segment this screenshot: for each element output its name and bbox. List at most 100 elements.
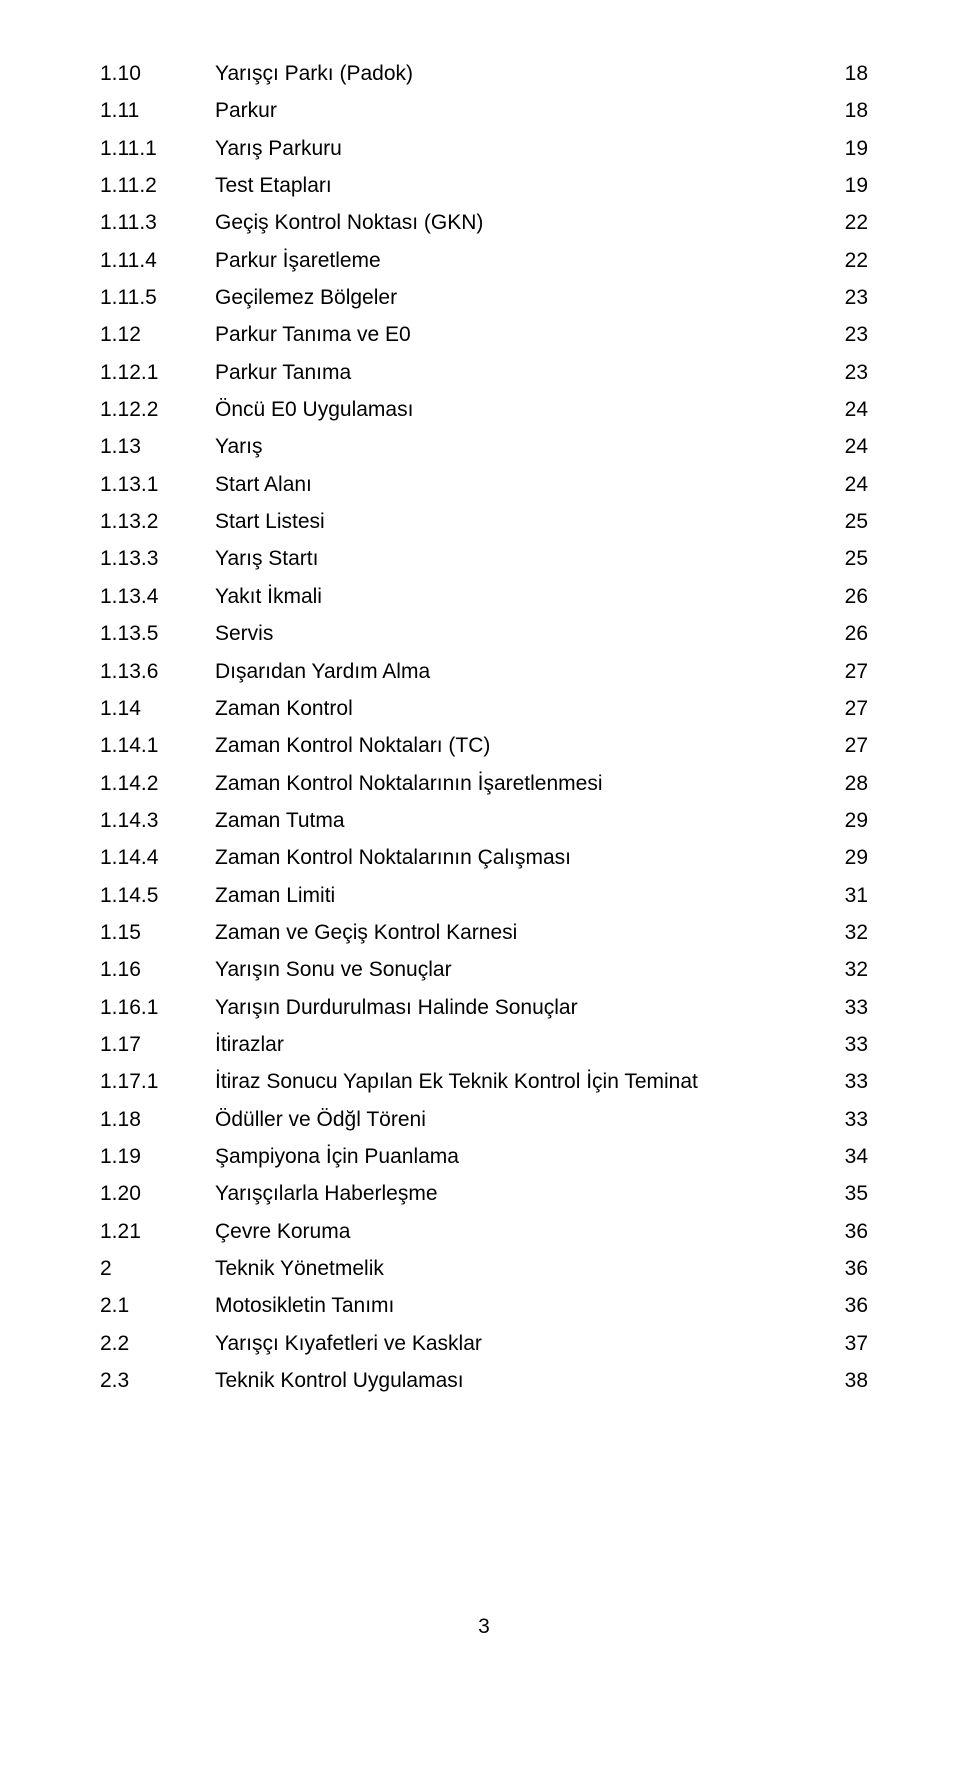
toc-section-title: Parkur	[215, 97, 828, 125]
toc-row: 1.13Yarış24	[100, 433, 868, 461]
toc-page-number: 27	[828, 658, 868, 686]
toc-section-number: 2.1	[100, 1292, 215, 1320]
toc-page-number: 29	[828, 844, 868, 872]
toc-row: 1.11.2Test Etapları19	[100, 172, 868, 200]
toc-page-number: 25	[828, 508, 868, 536]
toc-section-number: 1.14	[100, 695, 215, 723]
toc-section-number: 1.13.6	[100, 658, 215, 686]
toc-page-number: 23	[828, 284, 868, 312]
toc-row: 1.14.2Zaman Kontrol Noktalarının İşaretl…	[100, 770, 868, 798]
toc-page-number: 32	[828, 919, 868, 947]
toc-row: 1.14.4Zaman Kontrol Noktalarının Çalışma…	[100, 844, 868, 872]
toc-section-number: 1.12.1	[100, 359, 215, 387]
toc-row: 1.13.1Start Alanı24	[100, 471, 868, 499]
toc-row: 1.17İtirazlar33	[100, 1031, 868, 1059]
toc-section-number: 1.13.2	[100, 508, 215, 536]
toc-section-title: Parkur Tanıma ve E0	[215, 321, 828, 349]
toc-section-number: 1.13.5	[100, 620, 215, 648]
toc-row: 1.17.1İtiraz Sonucu Yapılan Ek Teknik Ko…	[100, 1068, 868, 1096]
toc-row: 1.12Parkur Tanıma ve E023	[100, 321, 868, 349]
toc-section-title: Yarışın Sonu ve Sonuçlar	[215, 956, 828, 984]
toc-row: 1.13.6Dışarıdan Yardım Alma27	[100, 658, 868, 686]
toc-section-number: 1.12	[100, 321, 215, 349]
toc-page-number: 23	[828, 321, 868, 349]
toc-section-title: Yarış Startı	[215, 545, 828, 573]
toc-row: 2.1Motosikletin Tanımı36	[100, 1292, 868, 1320]
toc-row: 1.16Yarışın Sonu ve Sonuçlar32	[100, 956, 868, 984]
toc-row: 1.11.5Geçilemez Bölgeler23	[100, 284, 868, 312]
toc-row: 1.11.4Parkur İşaretleme22	[100, 247, 868, 275]
toc-page-number: 19	[828, 172, 868, 200]
toc-page-number: 24	[828, 396, 868, 424]
toc-section-title: Geçiş Kontrol Noktası (GKN)	[215, 209, 828, 237]
toc-section-number: 1.13	[100, 433, 215, 461]
toc-row: 1.11.3Geçiş Kontrol Noktası (GKN)22	[100, 209, 868, 237]
toc-section-title: İtirazlar	[215, 1031, 828, 1059]
toc-section-title: Yarışın Durdurulması Halinde Sonuçlar	[215, 994, 828, 1022]
toc-row: 1.13.2Start Listesi25	[100, 508, 868, 536]
toc-row: 1.14.1Zaman Kontrol Noktaları (TC)27	[100, 732, 868, 760]
toc-page-number: 36	[828, 1292, 868, 1320]
toc-page-number: 33	[828, 1068, 868, 1096]
toc-section-title: Teknik Kontrol Uygulaması	[215, 1367, 828, 1395]
toc-section-title: Zaman Kontrol Noktalarının İşaretlenmesi	[215, 770, 828, 798]
toc-page-number: 25	[828, 545, 868, 573]
toc-section-title: Öncü E0 Uygulaması	[215, 396, 828, 424]
toc-section-title: Test Etapları	[215, 172, 828, 200]
toc-section-number: 1.10	[100, 60, 215, 88]
toc-section-number: 1.11.1	[100, 135, 215, 163]
toc-page-number: 24	[828, 471, 868, 499]
toc-row: 1.15Zaman ve Geçiş Kontrol Karnesi32	[100, 919, 868, 947]
toc-page-number: 38	[828, 1367, 868, 1395]
toc-page-number: 27	[828, 695, 868, 723]
toc-section-number: 1.11.2	[100, 172, 215, 200]
toc-page-number: 29	[828, 807, 868, 835]
toc-section-title: Zaman ve Geçiş Kontrol Karnesi	[215, 919, 828, 947]
table-of-contents: 1.10Yarışçı Parkı (Padok)181.11Parkur181…	[100, 60, 868, 1395]
toc-section-title: Ödüller ve Ödğl Töreni	[215, 1106, 828, 1134]
toc-row: 1.16.1Yarışın Durdurulması Halinde Sonuç…	[100, 994, 868, 1022]
toc-page-number: 24	[828, 433, 868, 461]
toc-section-title: Çevre Koruma	[215, 1218, 828, 1246]
toc-row: 1.21Çevre Koruma36	[100, 1218, 868, 1246]
toc-section-number: 2	[100, 1255, 215, 1283]
toc-page-number: 26	[828, 583, 868, 611]
toc-section-title: Parkur Tanıma	[215, 359, 828, 387]
toc-page-number: 33	[828, 1106, 868, 1134]
toc-section-number: 1.17.1	[100, 1068, 215, 1096]
toc-row: 1.11Parkur18	[100, 97, 868, 125]
toc-section-number: 1.20	[100, 1180, 215, 1208]
toc-section-title: Yarış	[215, 433, 828, 461]
toc-row: 1.18Ödüller ve Ödğl Töreni33	[100, 1106, 868, 1134]
toc-section-number: 1.13.3	[100, 545, 215, 573]
toc-page-number: 36	[828, 1218, 868, 1246]
toc-page-number: 37	[828, 1330, 868, 1358]
toc-section-number: 1.11	[100, 97, 215, 125]
toc-page-number: 28	[828, 770, 868, 798]
toc-row: 1.14.5Zaman Limiti31	[100, 882, 868, 910]
toc-section-number: 1.11.4	[100, 247, 215, 275]
toc-row: 1.13.5Servis26	[100, 620, 868, 648]
toc-page-number: 33	[828, 1031, 868, 1059]
toc-section-number: 1.14.1	[100, 732, 215, 760]
toc-section-number: 1.19	[100, 1143, 215, 1171]
toc-section-title: İtiraz Sonucu Yapılan Ek Teknik Kontrol …	[215, 1068, 828, 1096]
toc-section-number: 1.16.1	[100, 994, 215, 1022]
toc-section-title: Zaman Kontrol Noktaları (TC)	[215, 732, 828, 760]
toc-page-number: 22	[828, 247, 868, 275]
toc-page-number: 26	[828, 620, 868, 648]
toc-section-number: 1.14.5	[100, 882, 215, 910]
toc-section-title: Yarışçı Parkı (Padok)	[215, 60, 828, 88]
toc-section-title: Start Listesi	[215, 508, 828, 536]
toc-section-title: Servis	[215, 620, 828, 648]
toc-section-title: Yakıt İkmali	[215, 583, 828, 611]
toc-page-number: 31	[828, 882, 868, 910]
toc-section-number: 1.17	[100, 1031, 215, 1059]
toc-section-number: 1.14.2	[100, 770, 215, 798]
toc-section-number: 1.11.3	[100, 209, 215, 237]
toc-section-title: Parkur İşaretleme	[215, 247, 828, 275]
toc-section-number: 2.2	[100, 1330, 215, 1358]
toc-section-title: Zaman Limiti	[215, 882, 828, 910]
toc-section-title: Geçilemez Bölgeler	[215, 284, 828, 312]
toc-page-number: 19	[828, 135, 868, 163]
